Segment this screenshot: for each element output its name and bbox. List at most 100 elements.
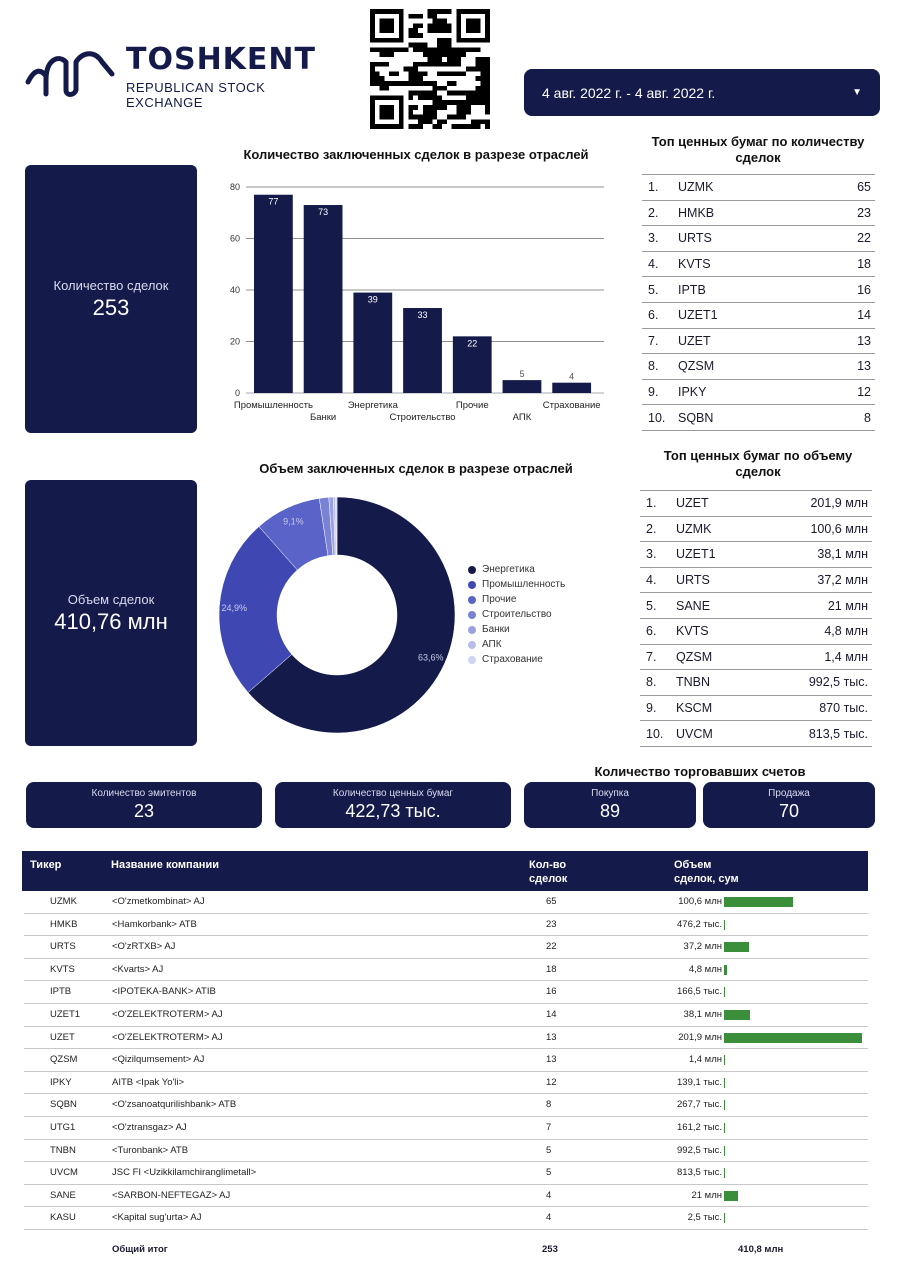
logo: TOSHKENT REPUBLICAN STOCK EXCHANGE <box>24 38 344 110</box>
rank-value: 100,6 млн <box>810 521 868 536</box>
table-total-volume: 410,8 млн <box>738 1244 784 1255</box>
rank-ticker: QZSM <box>678 359 715 374</box>
rank-number: 4. <box>646 573 657 588</box>
table-row: UVCM JSC FI <Uzikkilamchiranglimetall> 5 81… <box>24 1162 868 1185</box>
legend-label: Строительство <box>482 609 552 620</box>
kpi-deals-count: Количество сделок 253 <box>25 165 197 433</box>
top-volume-title: Топ ценных бумаг по объему сделок <box>663 448 853 479</box>
volume-bar <box>724 1055 725 1066</box>
cell-company: <O'zRTXB> AJ <box>112 941 176 953</box>
table-total-label: Общий итог <box>112 1244 168 1255</box>
cell-ticker: UZET <box>50 1031 75 1043</box>
rank-row: 3. UZET1 38,1 млн <box>640 542 872 568</box>
y-tick-label: 0 <box>235 388 240 398</box>
rank-row: 5. SANE 21 млн <box>640 593 872 619</box>
cell-count: 12 <box>546 1076 557 1088</box>
rank-row: 6. UZET1 14 <box>642 303 875 329</box>
table-row: SANE <SARBON-NEFTEGAZ> AJ 4 21 млн <box>24 1185 868 1208</box>
rank-number: 8. <box>648 359 659 374</box>
rank-row: 5. IPTB 16 <box>642 277 875 303</box>
cell-count: 5 <box>546 1167 552 1179</box>
rank-ticker: KVTS <box>676 624 709 639</box>
table-row: UZET <O'ZELEKTROTERM> AJ 13 201,9 млн <box>24 1027 868 1050</box>
kpi-deals-count-value: 253 <box>92 294 130 320</box>
rank-value: 16 <box>857 282 871 297</box>
kpi-issuers-label: Количество эмитентов <box>91 788 197 799</box>
cell-company: <IPOTEKA-BANK> ATIB <box>112 986 216 998</box>
legend-dot-icon <box>468 610 476 619</box>
donut-chart: 63,6% 24,9% 9,1% <box>218 496 456 734</box>
date-range-picker[interactable]: 4 авг. 2022 г. - 4 авг. 2022 г. ▼ <box>524 69 880 116</box>
bar-value-label: 77 <box>268 197 278 207</box>
cell-volume: 21 млн <box>691 1189 722 1201</box>
x-tick-label: Страхование <box>543 400 601 411</box>
cell-company: <O'zmetkombinat> AJ <box>112 896 205 907</box>
rank-value: 13 <box>857 333 871 348</box>
rank-value: 813,5 тыс. <box>808 726 868 741</box>
bar-chart: 0 20 40 60 80 77 Промышленность 73 Банки 39 Энерге… <box>230 182 604 423</box>
volume-bar <box>724 942 750 953</box>
rank-number: 6. <box>648 308 659 323</box>
rank-row: 1. UZMK 65 <box>642 175 875 201</box>
logo-title: TOSHKENT <box>126 42 316 77</box>
cell-ticker: UZMK <box>50 896 77 907</box>
rank-ticker: SQBN <box>678 410 714 425</box>
rank-number: 9. <box>648 385 659 400</box>
legend-dot-icon <box>468 595 476 604</box>
cell-volume: 992,5 тыс. <box>677 1144 722 1156</box>
cell-volume: 166,5 тыс. <box>677 986 722 998</box>
rank-row: 7. UZET 13 <box>642 329 875 355</box>
legend-dot-icon <box>468 580 476 589</box>
col-ticker-header: Тикер <box>30 859 62 871</box>
y-tick-label: 40 <box>230 285 240 295</box>
top-count-title: Топ ценных бумаг по количеству сделок <box>651 134 865 165</box>
legend-label: Прочие <box>482 594 517 605</box>
rank-ticker: URTS <box>676 573 710 588</box>
cell-volume: 201,9 млн <box>678 1031 722 1043</box>
legend-label: Страхование <box>482 654 543 665</box>
rank-value: 18 <box>857 257 871 272</box>
cell-count: 13 <box>546 1054 557 1066</box>
table-row: TNBN <Turonbank> ATB 5 992,5 тыс. <box>24 1140 868 1163</box>
cell-company: JSC FI <Uzikkilamchiranglimetall> <box>112 1167 257 1179</box>
legend-label: Промышленность <box>482 579 566 590</box>
table-row: QZSM <Qizilqumsement> AJ 13 1,4 млн <box>24 1049 868 1072</box>
cell-ticker: IPKY <box>50 1076 72 1088</box>
chevron-down-icon[interactable]: ▼ <box>852 87 862 98</box>
cell-count: 13 <box>546 1031 557 1043</box>
cell-volume: 4,8 млн <box>688 963 722 975</box>
rank-ticker: UZET1 <box>676 547 716 562</box>
rank-number: 3. <box>646 547 657 562</box>
table-row: UTG1 <O'ztransgaz> AJ 7 161,2 тыс. <box>24 1117 868 1140</box>
bar-value-label: 4 <box>569 372 574 382</box>
cell-ticker: KVTS <box>50 963 75 975</box>
cell-ticker: QZSM <box>50 1054 78 1066</box>
rank-number: 8. <box>646 675 657 690</box>
rank-ticker: TNBN <box>676 675 711 690</box>
rank-value: 4,8 млн <box>824 624 868 639</box>
volume-bar <box>724 919 725 930</box>
cell-count: 7 <box>546 1122 552 1133</box>
x-tick-label: Банки <box>310 412 336 423</box>
rank-row: 10. UVCM 813,5 тыс. <box>640 721 872 747</box>
rank-value: 23 <box>857 205 871 220</box>
kpi-issuers: Количество эмитентов 23 <box>26 782 262 828</box>
rank-number: 5. <box>646 598 657 613</box>
donut-chart-title: Объем заключенных сделок в разрезе отрас… <box>259 461 573 476</box>
table-row: UZET1 <O'ZELEKTROTERM> AJ 14 38,1 млн <box>24 1004 868 1027</box>
logo-subtitle: REPUBLICAN STOCK EXCHANGE <box>126 80 266 110</box>
col-count-header-1: Кол-во <box>529 859 567 871</box>
date-range-value: 4 авг. 2022 г. - 4 авг. 2022 г. <box>542 84 716 101</box>
cell-count: 4 <box>546 1212 552 1224</box>
x-tick-label: Энергетика <box>348 400 399 411</box>
bar-value-label: 39 <box>368 295 378 305</box>
cell-ticker: HMKB <box>50 918 78 930</box>
kpi-deals-volume-value: 410,76 млн <box>54 608 168 634</box>
cell-volume: 161,2 тыс. <box>677 1122 722 1133</box>
kpi-sell-label: Продажа <box>768 788 810 799</box>
kpi-securities-value: 422,73 тыс. <box>345 801 441 821</box>
kpi-buy-value: 89 <box>599 801 621 821</box>
cell-ticker: TNBN <box>50 1144 76 1156</box>
legend-item: Энергетика <box>468 562 618 577</box>
rank-ticker: IPTB <box>678 282 706 297</box>
